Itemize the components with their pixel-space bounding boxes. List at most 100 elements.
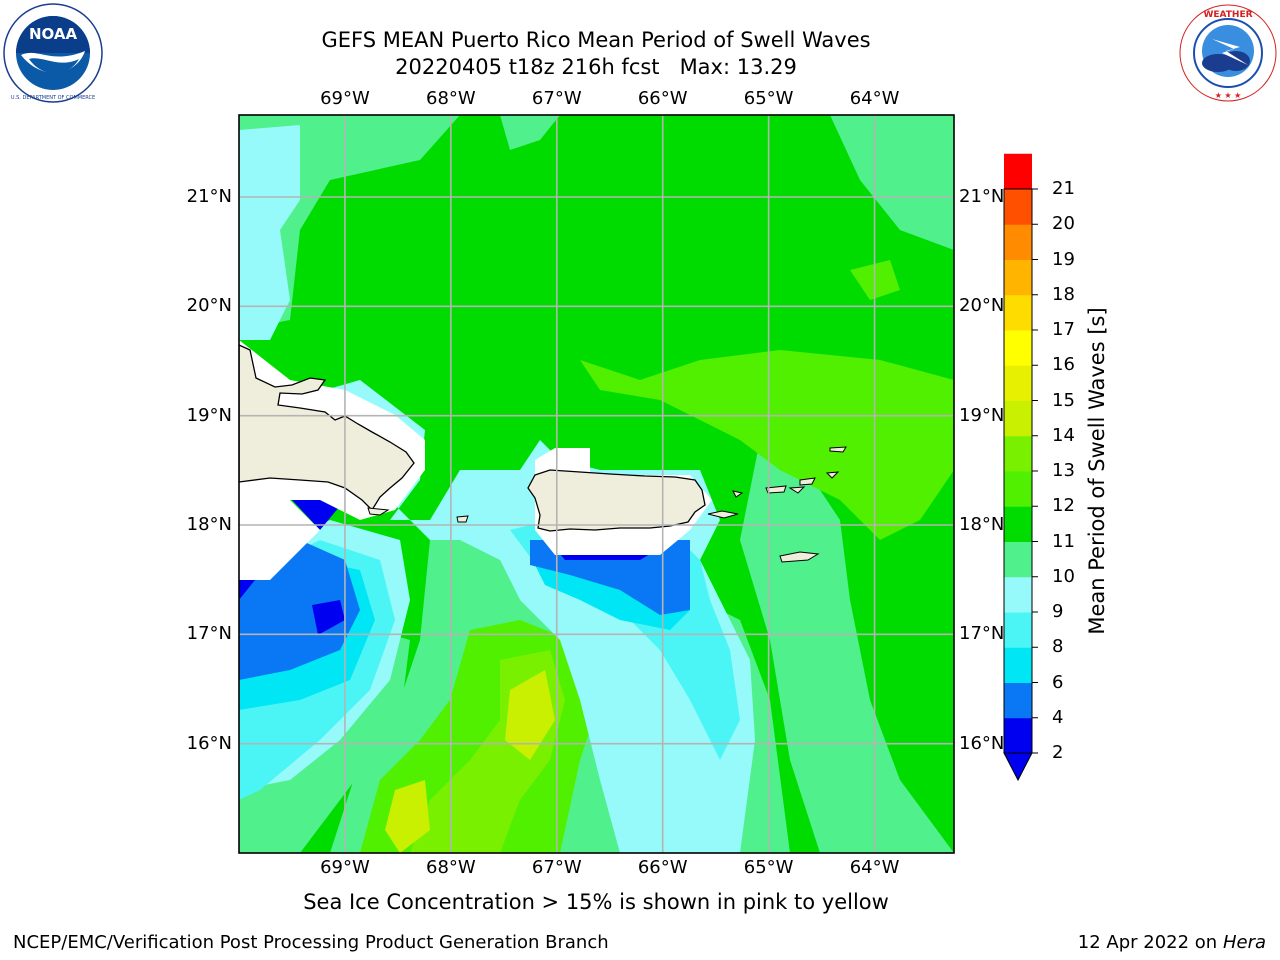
- map-subtitle-run-info: 20220405 t18z 216h fcst Max: 13.29: [395, 55, 797, 79]
- footer-machine-name: Hera: [1222, 932, 1266, 953]
- colorbar-tick-label: 6: [1052, 671, 1064, 693]
- field-2-4s-south-pr: [560, 554, 650, 560]
- land-culebra: [732, 490, 744, 498]
- land-mona: [456, 515, 469, 523]
- colorbar-tick-label: 10: [1052, 565, 1075, 587]
- colorbar-tick-label: 8: [1052, 636, 1064, 658]
- longitude-label-bottom: 68°W: [425, 857, 476, 878]
- nws-logo: WEATHER ★ ★ ★: [1179, 4, 1277, 102]
- colorbar-segment: [1004, 294, 1032, 331]
- land-tortola: [799, 477, 816, 486]
- field-13-14s-core: [505, 670, 555, 760]
- longitude-label-bottom: 66°W: [637, 857, 688, 878]
- colorbar-tick-label: 19: [1052, 248, 1075, 270]
- longitude-label-top: 64°W: [849, 88, 900, 109]
- land-anegada: [829, 446, 847, 453]
- latitude-label-left: 16°N: [186, 732, 232, 754]
- latitude-label-left: 20°N: [186, 295, 232, 317]
- field-10-11s-north: [500, 115, 560, 150]
- svg-text:U.S. DEPARTMENT OF COMMERCE: U.S. DEPARTMENT OF COMMERCE: [11, 95, 95, 101]
- masked-west-edge: [239, 500, 320, 580]
- colorbar-tick-label: 17: [1052, 319, 1075, 340]
- colorbar-tick-label: 11: [1052, 530, 1075, 552]
- sea-ice-note: Sea Ice Concentration > 15% is shown in …: [303, 890, 889, 914]
- latitude-label-right: 18°N: [959, 514, 1005, 535]
- longitude-label-top: 67°W: [531, 88, 582, 109]
- colorbar-segment: [1004, 365, 1032, 401]
- field-2-4s-west: [292, 500, 345, 530]
- latitude-label-left: 21°N: [186, 186, 232, 207]
- colorbar-tick-label: 16: [1052, 354, 1075, 376]
- colorbar-tick-label: 9: [1052, 601, 1064, 622]
- colorbar-tick-label: 15: [1052, 389, 1075, 411]
- land-virgin-gorda: [825, 471, 840, 479]
- colorbar-segment: [1004, 717, 1032, 754]
- longitude-label-bottom: 65°W: [743, 857, 794, 878]
- colorbar-tick-label: 2: [1052, 742, 1064, 763]
- colorbar-segment: [1004, 471, 1032, 507]
- field-2-4s-edge: [239, 580, 255, 600]
- colorbar-segment: [1004, 435, 1032, 472]
- longitude-label-top: 69°W: [320, 88, 370, 109]
- colorbar-segment: [1004, 400, 1032, 437]
- longitude-label-bottom: 64°W: [849, 857, 900, 878]
- land-vieques: [707, 510, 739, 519]
- latitude-label-right: 16°N: [959, 732, 1005, 754]
- latitude-label-right: 19°N: [959, 404, 1005, 426]
- colorbar-tick-label: 4: [1052, 706, 1064, 728]
- colorbar-tick-label: 20: [1052, 213, 1075, 235]
- graticule: [239, 115, 954, 853]
- colorbar-segment: [1004, 330, 1032, 366]
- colorbar-tick-label: 12: [1052, 495, 1075, 517]
- land-st-john: [788, 486, 806, 494]
- land-st-croix: [779, 551, 820, 563]
- colorbar-tick-label: 13: [1052, 460, 1075, 481]
- field-2-4s-southwest: [312, 600, 345, 635]
- colorbar-tick-label: 21: [1052, 178, 1075, 199]
- longitude-label-top: 68°W: [425, 88, 476, 109]
- field-10-11s-east-band: [740, 440, 954, 853]
- footer-date-text: 12 Apr 2022 on: [1077, 932, 1223, 953]
- colorbar-segment: [1004, 682, 1032, 719]
- latitude-label-right: 20°N: [959, 295, 1005, 317]
- longitude-label-bottom: 69°W: [320, 857, 370, 878]
- field-12-13s-east: [580, 350, 954, 540]
- colorbar-tick-label: 18: [1052, 283, 1075, 305]
- colorbar-segment: [1004, 541, 1032, 578]
- svg-text:WEATHER: WEATHER: [1203, 10, 1252, 20]
- map-title: GEFS MEAN Puerto Rico Mean Period of Swe…: [321, 28, 871, 52]
- longitude-label-top: 66°W: [637, 88, 688, 109]
- land-puerto-rico: [527, 469, 706, 532]
- colorbar-segment: [1004, 259, 1032, 296]
- colorbar-segment: [1004, 612, 1032, 648]
- footer-credit: NCEP/EMC/Verification Post Processing Pr…: [13, 932, 609, 953]
- latitude-label-right: 21°N: [959, 186, 1005, 207]
- latitude-label-right: 17°N: [959, 623, 1005, 645]
- land-st-thomas: [765, 485, 787, 494]
- colorbar-segment: [1004, 224, 1032, 260]
- svg-text:NOAA: NOAA: [29, 25, 78, 43]
- field-13-14s-tip: [385, 780, 430, 853]
- colorbar-segment: [1004, 647, 1032, 683]
- colorbar-under-extension: [1003, 752, 1033, 782]
- footer-date: 12 Apr 2022 on Hera: [1078, 932, 1266, 953]
- colorbar-segment: [1004, 506, 1032, 542]
- colorbar-segment: [1004, 189, 1032, 225]
- longitude-label-bottom: 67°W: [531, 857, 582, 878]
- latitude-label-left: 18°N: [186, 514, 232, 535]
- field-9-10s-northwest: [239, 125, 300, 340]
- colorbar-segment: [1004, 153, 1032, 190]
- svg-text:★ ★ ★: ★ ★ ★: [1215, 91, 1242, 100]
- colorbar-tick-label: 14: [1052, 424, 1075, 446]
- colorbar-segment: [1004, 576, 1032, 613]
- longitude-label-top: 65°W: [743, 88, 794, 109]
- land-saona: [367, 507, 390, 516]
- latitude-label-left: 19°N: [186, 404, 232, 426]
- map-frame: [238, 114, 955, 854]
- latitude-label-left: 17°N: [186, 623, 232, 645]
- colorbar-label: Mean Period of Swell Waves [s]: [1085, 307, 1109, 635]
- field-10-11s-northeast: [830, 115, 954, 250]
- noaa-logo: NOAA U.S. DEPARTMENT OF COMMERCE: [3, 3, 103, 103]
